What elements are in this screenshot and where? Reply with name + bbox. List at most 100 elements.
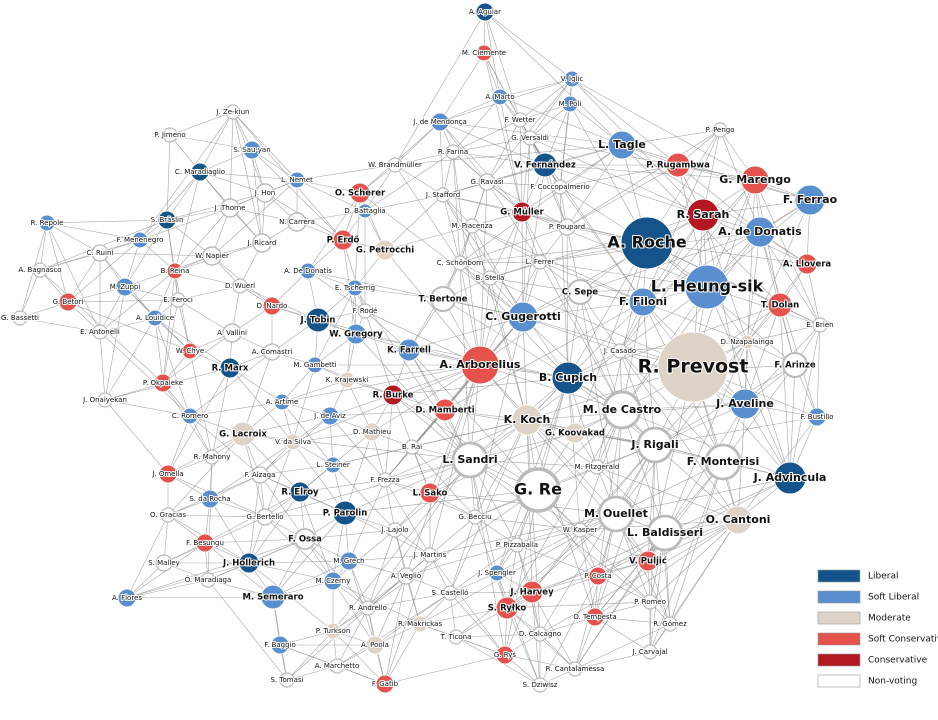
- edge: [167, 415, 191, 475]
- node: [329, 658, 345, 674]
- edge: [574, 651, 651, 670]
- edge: [479, 364, 617, 515]
- edge: [452, 151, 481, 366]
- node-label: A. Vegliò: [391, 572, 421, 580]
- edge: [99, 331, 191, 417]
- edge: [248, 562, 334, 632]
- node: [346, 279, 364, 297]
- node: [251, 466, 269, 484]
- node-label: J. Tobin: [300, 316, 336, 326]
- edge: [429, 516, 476, 556]
- edge: [67, 252, 101, 303]
- node-label: A. De Donatis: [284, 267, 332, 275]
- node-label: M. Fitzgerald: [575, 463, 620, 471]
- edge: [566, 129, 721, 228]
- node: [155, 554, 173, 572]
- node: [430, 286, 456, 312]
- node-label: Ó. Maradiaga: [185, 575, 232, 584]
- edge: [759, 231, 821, 326]
- edge: [364, 310, 394, 396]
- edge: [567, 377, 581, 531]
- edge: [344, 459, 471, 514]
- edge: [174, 207, 231, 272]
- node-label: W. Gregory: [329, 330, 383, 340]
- edge: [232, 111, 263, 244]
- node-label: L. Baldisseri: [627, 526, 703, 539]
- node: [812, 317, 828, 333]
- node-label: L. Sako: [413, 489, 448, 499]
- legend-label: Moderate: [868, 614, 911, 624]
- edge: [229, 111, 234, 209]
- edge: [99, 270, 176, 333]
- edge: [199, 171, 298, 181]
- edge: [521, 211, 623, 411]
- node: [157, 210, 177, 230]
- node-label: R. Prevost: [638, 356, 749, 378]
- edge: [594, 519, 739, 618]
- node-label: J. Martins: [413, 551, 447, 559]
- edge: [264, 441, 294, 518]
- node-label: A. Flores: [112, 594, 142, 602]
- edge: [169, 134, 253, 151]
- edge: [394, 121, 441, 166]
- edge: [104, 286, 126, 401]
- edge: [484, 11, 521, 121]
- edge: [621, 409, 666, 534]
- edge: [364, 151, 454, 212]
- node-label: A. de Donatis: [718, 225, 802, 238]
- node: [166, 262, 184, 280]
- node-label: C. Gugerotti: [485, 310, 561, 323]
- node: [686, 198, 720, 232]
- edge: [471, 225, 528, 421]
- node: [712, 122, 728, 138]
- node: [190, 162, 210, 182]
- edge: [486, 181, 541, 263]
- node-label: F. Ferrao: [783, 193, 838, 206]
- edge: [646, 242, 821, 326]
- edge: [596, 466, 739, 521]
- edge: [384, 479, 431, 556]
- node: [162, 127, 178, 143]
- node-label: C. Ruini: [87, 249, 114, 257]
- edge: [19, 269, 41, 319]
- edge: [474, 419, 528, 518]
- node-label: G. Versaldi: [511, 134, 549, 142]
- edge: [579, 291, 617, 515]
- node: [195, 533, 215, 553]
- node-label: C. Romero: [172, 412, 208, 420]
- edge: [154, 317, 191, 417]
- node: [238, 552, 260, 574]
- edge: [251, 149, 344, 241]
- edge: [166, 134, 171, 221]
- edge: [429, 554, 506, 656]
- edge: [642, 179, 756, 303]
- legend-label: Liberal: [868, 572, 898, 582]
- edge: [46, 222, 101, 254]
- node: [552, 179, 568, 195]
- node: [305, 307, 331, 333]
- node: [219, 357, 241, 379]
- edge: [531, 529, 581, 593]
- node-label: F. Bustillo: [800, 413, 833, 421]
- node: [488, 564, 506, 582]
- node: [270, 635, 290, 655]
- node-label: S. Malley: [148, 559, 180, 567]
- edge: [529, 137, 704, 216]
- node-label: M. Grech: [333, 557, 364, 565]
- edge: [439, 121, 546, 166]
- edge: [654, 444, 739, 521]
- node: [375, 674, 395, 694]
- edge: [484, 11, 623, 146]
- node: [256, 508, 274, 526]
- edge: [264, 516, 334, 582]
- node: [628, 287, 658, 317]
- edge: [384, 623, 421, 685]
- edge: [519, 78, 573, 121]
- node-label: O. Tempesta: [573, 613, 616, 621]
- edge: [669, 461, 724, 625]
- edge: [489, 211, 523, 279]
- node-label: E. Tscherrig: [335, 284, 375, 292]
- legend-label: Soft Conservative: [868, 635, 938, 645]
- edge: [342, 239, 366, 312]
- edge: [529, 137, 756, 181]
